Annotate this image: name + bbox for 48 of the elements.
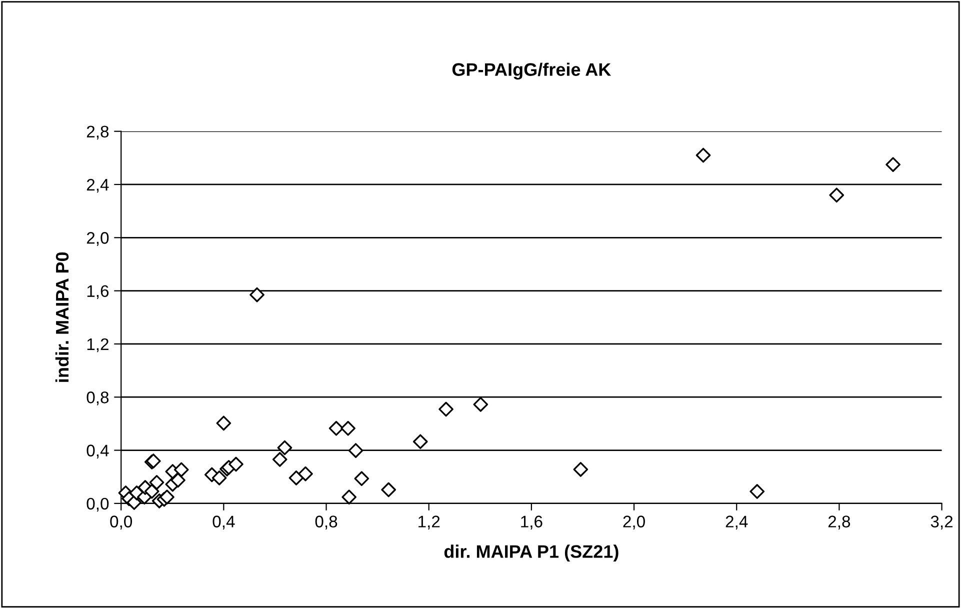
- point: [144, 484, 160, 499]
- point: [381, 482, 396, 498]
- y-axis-title: indir. MAIPA P0: [55, 252, 69, 382]
- point: [342, 490, 357, 504]
- point: [288, 470, 304, 486]
- point: [272, 452, 288, 467]
- point: [250, 287, 264, 302]
- y-tick-label: 1,6: [87, 285, 109, 299]
- y-tick-label: 2,4: [86, 178, 109, 193]
- x-tick-label: 0,0: [110, 516, 132, 530]
- point: [126, 495, 142, 510]
- x-tick-label: 0,4: [212, 516, 235, 530]
- point: [277, 440, 292, 456]
- y-tick-label: 0,0: [86, 498, 109, 512]
- point: [438, 402, 454, 417]
- point: [149, 475, 164, 490]
- point: [174, 462, 189, 478]
- x-axis-title: dir. MAIPA P1 (SZ21): [444, 544, 618, 562]
- x-tick-label: 2,8: [828, 516, 850, 530]
- chart-title: GP-PAIgG/freie AK: [452, 62, 612, 80]
- point: [170, 472, 186, 488]
- y-tick-label: 0,4: [86, 444, 109, 458]
- point: [829, 188, 844, 203]
- point: [212, 470, 227, 486]
- point: [216, 416, 232, 431]
- point: [412, 434, 428, 450]
- x-tick-label: 2,4: [726, 516, 748, 530]
- point: [473, 396, 488, 412]
- y-tick-label: 2,8: [86, 126, 109, 140]
- point: [573, 462, 588, 477]
- point: [354, 471, 370, 486]
- y-tick-label: 1,2: [87, 338, 108, 352]
- point: [160, 490, 174, 504]
- x-tick-label: 1,6: [521, 516, 542, 530]
- x-tick-label: 0,8: [315, 516, 338, 530]
- point: [340, 420, 356, 436]
- point: [228, 456, 244, 472]
- x-tick-label: 2,0: [623, 516, 645, 530]
- y-tick-label: 2,0: [86, 232, 109, 246]
- point: [696, 148, 711, 163]
- point: [750, 484, 765, 499]
- y-tick-label: 0,8: [86, 392, 109, 406]
- point: [328, 420, 344, 436]
- x-tick-label: 3,2: [930, 516, 953, 530]
- point: [348, 443, 364, 458]
- point: [298, 466, 313, 482]
- x-tick-label: 1,2: [418, 516, 440, 530]
- point: [886, 157, 900, 172]
